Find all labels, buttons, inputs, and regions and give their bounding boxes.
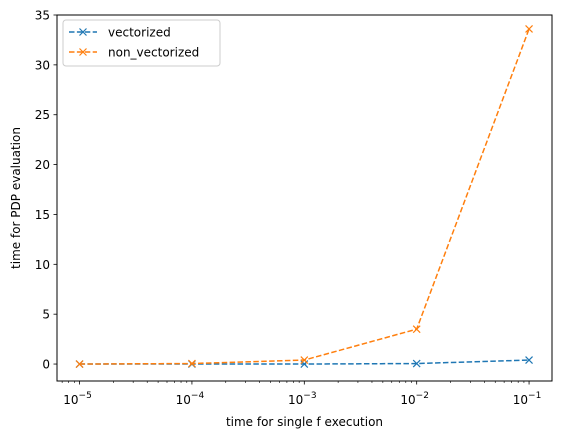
legend-label: non_vectorized: [108, 46, 199, 60]
x-axis-ticks: 10−5 10−4 10−3 10−2 10−1: [62, 381, 541, 407]
y-tick-label: 30: [35, 58, 50, 72]
plot-area: [57, 15, 552, 381]
y-tick-label: 35: [35, 9, 50, 23]
y-tick-label: 15: [35, 208, 50, 222]
y-tick-label: 0: [42, 358, 50, 372]
legend: vectorized non_vectorized: [63, 20, 220, 66]
y-axis-label: time for PDP evaluation: [9, 127, 23, 269]
y-axis-ticks: 0 5 10 15 20 25 30 35: [35, 9, 57, 372]
x-tick-label: 10−3: [288, 391, 317, 407]
y-tick-label: 25: [35, 108, 50, 122]
legend-label: vectorized: [108, 26, 171, 40]
x-tick-label: 10−1: [513, 391, 542, 407]
x-tick-label: 10−4: [176, 391, 205, 407]
y-tick-label: 10: [35, 258, 50, 272]
y-tick-label: 20: [35, 158, 50, 172]
x-tick-label: 10−5: [63, 391, 92, 407]
y-tick-label: 5: [42, 308, 50, 322]
x-axis-label: time for single f execution: [226, 415, 383, 429]
x-tick-label: 10−2: [400, 391, 429, 407]
